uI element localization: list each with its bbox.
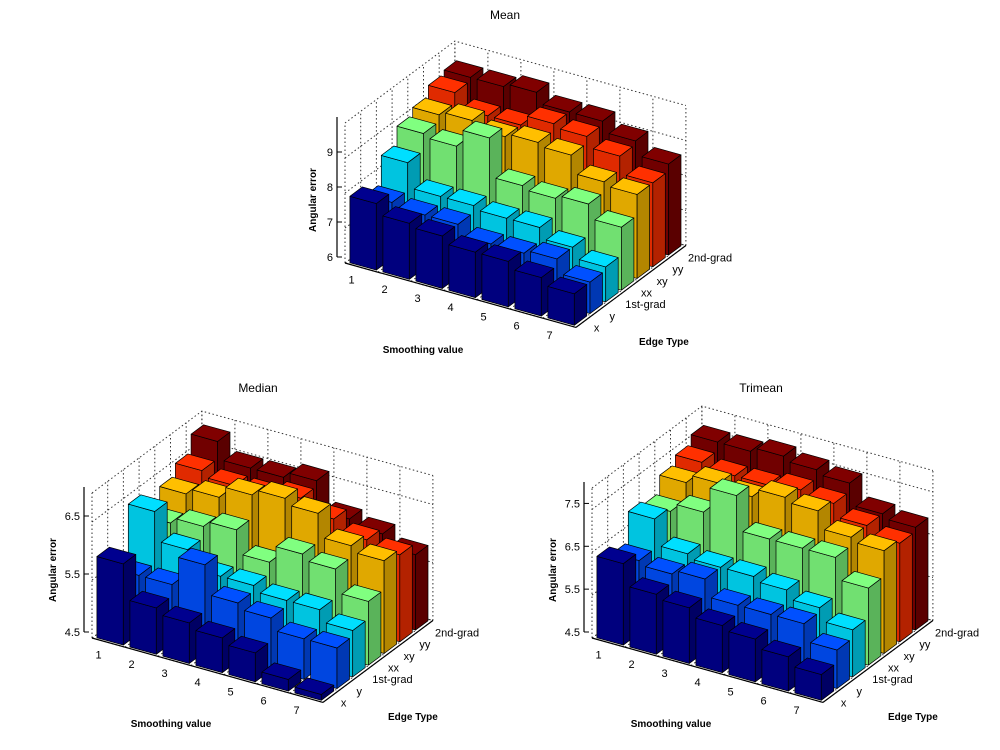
z-axis-label-median: Angular error bbox=[48, 538, 59, 602]
x-tick-label: 1 bbox=[595, 650, 601, 662]
x-tick-label: 7 bbox=[793, 705, 799, 717]
chart-median: 1234567xy1st-gradxxxyyy2nd-grad4.55.56.5… bbox=[48, 381, 479, 730]
z-tick-label: 6.5 bbox=[565, 541, 580, 553]
y-axis-label-mean: Edge Type bbox=[639, 337, 689, 348]
z-tick-label: 6 bbox=[327, 252, 333, 264]
bar bbox=[728, 621, 769, 683]
y-tick-label: 1st-grad bbox=[372, 674, 412, 686]
y-tick-label: xy bbox=[657, 276, 669, 288]
y-tick-label: yy bbox=[672, 264, 684, 276]
y-tick-label: xy bbox=[904, 651, 916, 663]
bar bbox=[228, 635, 269, 683]
y-axis-label-trimean: Edge Type bbox=[888, 712, 938, 723]
y-tick-label: xx bbox=[888, 662, 900, 674]
bars-mean bbox=[349, 60, 682, 326]
y-tick-label: 2nd-grad bbox=[688, 252, 732, 264]
bar bbox=[162, 605, 203, 664]
z-tick-label: 5.5 bbox=[565, 584, 580, 596]
x-tick-label: 3 bbox=[414, 293, 420, 305]
chart-title-median: Median bbox=[238, 381, 277, 395]
bar bbox=[481, 244, 522, 308]
chart-trimean: 1234567xy1st-gradxxxyyy2nd-grad4.55.56.5… bbox=[548, 381, 979, 730]
x-tick-label: 1 bbox=[348, 275, 354, 287]
y-tick-label: y bbox=[857, 686, 863, 698]
y-axis-label-median: Edge Type bbox=[388, 712, 438, 723]
x-tick-label: 4 bbox=[447, 302, 453, 314]
x-axis-label-median: Smoothing value bbox=[131, 719, 212, 730]
z-axis-label-trimean: Angular error bbox=[548, 538, 559, 602]
x-tick-label: 5 bbox=[480, 311, 486, 323]
x-tick-label: 4 bbox=[694, 677, 700, 689]
x-axis-label-trimean: Smoothing value bbox=[631, 719, 712, 730]
x-tick-label: 6 bbox=[260, 696, 266, 708]
bars-median bbox=[96, 424, 429, 701]
x-tick-label: 3 bbox=[661, 668, 667, 680]
z-tick-label: 9 bbox=[327, 147, 333, 159]
bar bbox=[794, 657, 835, 701]
y-tick-label: xx bbox=[641, 287, 653, 299]
z-axis-label-mean: Angular error bbox=[308, 168, 319, 232]
axes-mean bbox=[336, 117, 687, 328]
x-tick-label: 3 bbox=[161, 668, 167, 680]
y-tick-label: 1st-grad bbox=[625, 299, 665, 311]
x-tick-label: 2 bbox=[128, 659, 134, 671]
x-tick-label: 5 bbox=[727, 686, 733, 698]
bar bbox=[761, 639, 802, 692]
x-tick-label: 6 bbox=[760, 696, 766, 708]
z-tick-label: 5.5 bbox=[65, 569, 80, 581]
x-tick-label: 2 bbox=[381, 284, 387, 296]
y-tick-label: yy bbox=[919, 639, 931, 651]
z-tick-label: 8 bbox=[327, 182, 333, 194]
bar bbox=[547, 276, 588, 326]
axes-trimean bbox=[583, 482, 934, 703]
bar bbox=[294, 677, 335, 701]
z-tick-label: 7.5 bbox=[565, 498, 580, 510]
y-tick-label: xx bbox=[388, 662, 400, 674]
y-tick-label: xy bbox=[404, 651, 416, 663]
axes-median bbox=[83, 487, 434, 703]
z-tick-label: 4.5 bbox=[65, 627, 80, 639]
y-tick-label: y bbox=[357, 686, 363, 698]
text-trimean: 1234567xy1st-gradxxxyyy2nd-grad4.55.56.5… bbox=[565, 498, 979, 716]
y-tick-label: x bbox=[341, 698, 347, 710]
x-tick-label: 6 bbox=[513, 321, 519, 333]
z-tick-label: 4.5 bbox=[565, 627, 580, 639]
bar bbox=[514, 260, 555, 317]
chart-title-trimean: Trimean bbox=[739, 381, 783, 395]
bar bbox=[261, 662, 302, 692]
z-tick-label: 6.5 bbox=[65, 511, 80, 523]
y-tick-label: 2nd-grad bbox=[935, 627, 979, 639]
y-tick-label: yy bbox=[419, 639, 431, 651]
x-tick-label: 7 bbox=[546, 330, 552, 342]
y-tick-label: x bbox=[594, 323, 600, 335]
y-tick-label: 1st-grad bbox=[872, 674, 912, 686]
x-tick-label: 5 bbox=[227, 686, 233, 698]
z-tick-label: 7 bbox=[327, 217, 333, 229]
x-tick-label: 2 bbox=[628, 659, 634, 671]
chart-title-mean: Mean bbox=[490, 8, 520, 22]
y-tick-label: x bbox=[841, 698, 847, 710]
x-tick-label: 7 bbox=[293, 705, 299, 717]
y-tick-label: y bbox=[610, 311, 616, 323]
x-tick-label: 1 bbox=[95, 650, 101, 662]
x-axis-label-mean: Smoothing value bbox=[383, 345, 464, 356]
bar bbox=[596, 546, 637, 646]
x-tick-label: 4 bbox=[194, 677, 200, 689]
bars-trimean bbox=[596, 424, 929, 701]
y-tick-label: 2nd-grad bbox=[435, 627, 479, 639]
